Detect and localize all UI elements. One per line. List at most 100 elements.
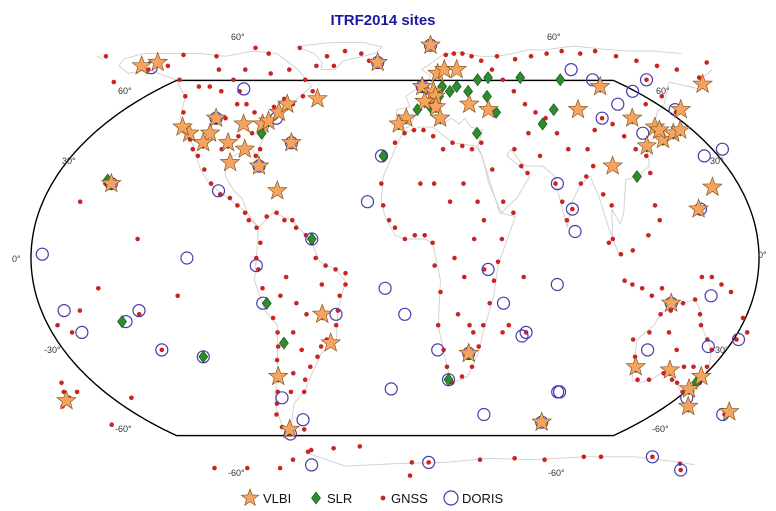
gnss-site-110 bbox=[77, 199, 83, 204]
gnss-site-162 bbox=[461, 181, 466, 186]
gnss-site-240 bbox=[704, 364, 710, 370]
gnss-site-282 bbox=[277, 465, 283, 471]
gnss-sites bbox=[55, 45, 750, 478]
vlbi-site-12 bbox=[172, 116, 193, 136]
gnss-site-194 bbox=[621, 134, 627, 139]
gnss-site-4 bbox=[183, 94, 188, 99]
gnss-site-60 bbox=[291, 371, 296, 376]
gnss-site-178 bbox=[609, 203, 614, 208]
vlbi-site-61 bbox=[660, 292, 682, 312]
vlbi-site-3 bbox=[199, 122, 221, 142]
gnss-site-227 bbox=[659, 94, 665, 99]
gnss-site-35 bbox=[302, 377, 308, 383]
gnss-site-190 bbox=[657, 217, 662, 223]
gnss-site-259 bbox=[744, 330, 750, 335]
vlbi-site-10 bbox=[276, 93, 298, 113]
doris-site-37 bbox=[515, 329, 529, 343]
vlbi-site-13 bbox=[234, 138, 256, 158]
vlbi-sites bbox=[56, 34, 740, 439]
gnss-site-58 bbox=[283, 274, 289, 280]
doris-site-16 bbox=[180, 251, 194, 265]
gnss-site-212 bbox=[494, 54, 500, 59]
gnss-site-50 bbox=[293, 225, 299, 230]
graticule-layer bbox=[176, 79, 614, 437]
gnss-site-213 bbox=[512, 56, 518, 62]
lat-label-m30-left: -30° bbox=[44, 345, 61, 355]
slr-site-35 bbox=[483, 71, 493, 85]
legend-vlbi-label: VLBI bbox=[263, 491, 291, 506]
slr-site-48 bbox=[632, 170, 642, 184]
gnss-site-13 bbox=[227, 195, 233, 201]
gnss-site-111 bbox=[135, 236, 140, 242]
gnss-site-152 bbox=[455, 312, 461, 317]
legend-doris-label: DORIS bbox=[462, 491, 504, 506]
gnss-site-146 bbox=[380, 203, 386, 208]
gnss-site-85 bbox=[268, 71, 274, 76]
gnss-site-163 bbox=[475, 199, 480, 204]
vlbi-site-6 bbox=[233, 113, 254, 133]
gnss-site-149 bbox=[462, 274, 467, 280]
gnss-site-133 bbox=[459, 374, 465, 379]
vlbi-site-31 bbox=[446, 58, 468, 79]
vlbi-site-62 bbox=[625, 355, 647, 376]
gnss-site-230 bbox=[630, 337, 636, 342]
gnss-site-277 bbox=[598, 454, 604, 460]
gnss-site-204 bbox=[511, 89, 517, 94]
gnss-site-82 bbox=[196, 84, 202, 89]
slr-site-36 bbox=[515, 71, 526, 85]
gnss-site-11 bbox=[208, 181, 214, 186]
gnss-site-87 bbox=[302, 77, 308, 83]
gnss-site-86 bbox=[287, 67, 292, 72]
gnss-site-207 bbox=[478, 58, 484, 64]
gnss-site-90 bbox=[324, 54, 330, 59]
gnss-site-121 bbox=[469, 146, 475, 152]
gnss-site-172 bbox=[564, 217, 570, 223]
gnss-site-24 bbox=[275, 330, 280, 335]
gnss-site-270 bbox=[357, 444, 363, 449]
coastline-5 bbox=[295, 42, 383, 71]
doris-site-28 bbox=[329, 307, 343, 321]
gnss-site-125 bbox=[511, 210, 516, 216]
gnss-site-271 bbox=[409, 460, 415, 465]
doris-site-49 bbox=[674, 463, 688, 477]
gnss-site-131 bbox=[476, 344, 482, 349]
lat-label-0-right: 0° bbox=[758, 250, 767, 260]
gnss-site-170 bbox=[553, 181, 558, 186]
gnss-site-269 bbox=[331, 446, 336, 451]
doris-site-45 bbox=[552, 385, 567, 399]
gnss-site-80 bbox=[219, 89, 224, 94]
gnss-site-17 bbox=[254, 225, 259, 230]
lat-label-0-left: 0° bbox=[12, 254, 21, 264]
doris-site-29 bbox=[384, 382, 398, 396]
map-frame bbox=[30, 79, 760, 437]
legend-vlbi-star-icon bbox=[240, 488, 260, 506]
gnss-site-235 bbox=[669, 377, 675, 383]
gnss-site-179 bbox=[610, 236, 616, 242]
gnss-site-243 bbox=[698, 322, 704, 328]
gnss-site-68 bbox=[252, 110, 257, 115]
doris-site-8 bbox=[75, 325, 89, 339]
gnss-site-191 bbox=[648, 170, 653, 176]
gnss-site-160 bbox=[418, 181, 423, 186]
gnss-site-25 bbox=[275, 344, 281, 349]
doris-site-10 bbox=[132, 304, 146, 318]
slr-site-13 bbox=[261, 296, 272, 310]
gnss-site-250 bbox=[674, 347, 679, 353]
gnss-site-285 bbox=[407, 473, 413, 478]
doris-site-35 bbox=[477, 407, 491, 422]
gnss-site-192 bbox=[644, 153, 649, 159]
doris-site-30 bbox=[431, 343, 445, 357]
gnss-site-14 bbox=[235, 203, 240, 208]
gnss-site-78 bbox=[253, 153, 259, 159]
gnss-site-9 bbox=[195, 153, 201, 159]
gnss-site-106 bbox=[96, 286, 101, 291]
gnss-site-37 bbox=[315, 354, 320, 360]
gnss-site-69 bbox=[271, 104, 277, 110]
vlbi-site-14 bbox=[219, 151, 241, 172]
gnss-site-150 bbox=[471, 236, 477, 242]
gnss-site-276 bbox=[581, 454, 587, 460]
vlbi-site-56 bbox=[678, 378, 700, 398]
gnss-site-45 bbox=[333, 267, 338, 272]
gnss-site-147 bbox=[379, 181, 384, 186]
gnss-site-197 bbox=[592, 127, 597, 133]
